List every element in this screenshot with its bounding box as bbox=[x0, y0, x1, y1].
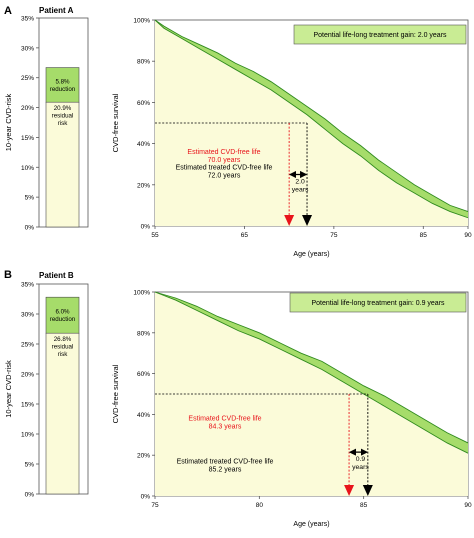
panel-letter: B bbox=[4, 269, 12, 281]
series-line-untreated bbox=[154, 19, 469, 219]
bar-y-axis-label: 10-year CVD-risk bbox=[4, 360, 13, 418]
bar-y-tick-label: 20% bbox=[21, 105, 34, 112]
series-line-treated bbox=[154, 19, 469, 213]
curve-y-tick-label: 40% bbox=[137, 141, 150, 148]
bar-segment-label: 20.9% bbox=[54, 105, 72, 112]
bar-segment-reduction bbox=[45, 67, 80, 103]
curve-y-tick-label: 40% bbox=[137, 412, 150, 419]
panel-a: A Patient A 0% 5% 10% 15% 20% 25% 30% 35% 20.9%res… bbox=[4, 5, 472, 258]
curve-y-axis-label: CVD-free survival bbox=[111, 93, 120, 152]
treated-life-label: 72.0 years bbox=[208, 172, 241, 179]
untreated-life-label: Estimated CVD-free life bbox=[188, 416, 261, 423]
bar-y-tick-label: 0% bbox=[25, 225, 35, 232]
curve-y-tick-label: 0% bbox=[141, 224, 151, 231]
bar-y-tick-label: 5% bbox=[25, 195, 35, 202]
curve-x-tick-label: 75 bbox=[151, 502, 159, 509]
gain-label: 0.9 bbox=[356, 456, 366, 463]
bar-y-tick-label: 10% bbox=[21, 432, 34, 439]
curve-x-tick-label: 90 bbox=[464, 502, 472, 509]
curve-area-untreated bbox=[155, 20, 468, 226]
bar-y-tick-label: 35% bbox=[21, 282, 34, 289]
gain-box-label: Potential life-long treatment gain: 2.0 … bbox=[313, 32, 447, 39]
curve-x-axis-label: Age (years) bbox=[293, 251, 329, 258]
gain-label: 2.0 bbox=[295, 179, 305, 186]
bar-y-tick-label: 15% bbox=[21, 135, 34, 142]
untreated-age-marker bbox=[284, 215, 295, 226]
gain-label: years bbox=[352, 464, 369, 471]
treated-age-marker bbox=[302, 215, 313, 226]
gain-box bbox=[293, 24, 467, 45]
bar-segment-label: residual bbox=[52, 344, 74, 351]
curve-y-axis-label: CVD-free survival bbox=[111, 364, 120, 423]
series-line-untreated bbox=[154, 291, 469, 454]
curve-y-tick-label: 100% bbox=[133, 290, 150, 297]
curve-y-tick-label: 60% bbox=[137, 100, 150, 107]
bar-y-tick-label: 15% bbox=[21, 402, 34, 409]
bar-segment-label: 6.0% bbox=[55, 309, 70, 316]
gain-label: years bbox=[292, 187, 309, 194]
treated-life-label: Estimated treated CVD-free life bbox=[177, 458, 274, 465]
bar-y-tick-label: 10% bbox=[21, 165, 34, 172]
treated-age-marker bbox=[362, 485, 373, 496]
curve-x-tick-label: 65 bbox=[241, 232, 249, 239]
bar-y-axis-label: 10-year CVD-risk bbox=[4, 93, 13, 151]
untreated-age-marker bbox=[344, 485, 355, 496]
bar-y-tick-label: 0% bbox=[25, 492, 35, 499]
bar-segment-label: risk bbox=[58, 120, 69, 127]
bar-segment-residual bbox=[45, 101, 80, 228]
bar-y-tick-label: 30% bbox=[21, 45, 34, 52]
curve-y-tick-label: 100% bbox=[133, 18, 150, 25]
untreated-life-label: 70.0 years bbox=[208, 157, 241, 164]
untreated-life-label: Estimated CVD-free life bbox=[187, 149, 260, 156]
bar-segment-label: 26.8% bbox=[54, 336, 72, 343]
panel-title: Patient B bbox=[39, 271, 74, 280]
panel-letter: A bbox=[4, 5, 12, 17]
curve-x-tick-label: 75 bbox=[330, 232, 338, 239]
curve-x-axis-label: Age (years) bbox=[293, 521, 329, 528]
bar-segment-label: reduction bbox=[50, 86, 76, 93]
bar-segment-label: risk bbox=[58, 351, 69, 358]
bar-segment-label: residual bbox=[52, 113, 74, 120]
curve-x-tick-label: 85 bbox=[420, 232, 428, 239]
bar-segment-residual bbox=[45, 332, 80, 495]
curve-y-tick-label: 80% bbox=[137, 330, 150, 337]
bar-y-tick-label: 25% bbox=[21, 75, 34, 82]
treated-life-label: 85.2 years bbox=[209, 466, 242, 473]
curve-y-tick-label: 0% bbox=[141, 494, 151, 501]
untreated-life-label: 84.3 years bbox=[209, 424, 242, 431]
series-line-treated bbox=[154, 291, 469, 444]
bar-y-tick-label: 20% bbox=[21, 372, 34, 379]
bar-segment-reduction bbox=[45, 296, 80, 334]
bar-y-tick-label: 35% bbox=[21, 16, 34, 23]
bar-y-tick-label: 25% bbox=[21, 342, 34, 349]
gain-box bbox=[289, 292, 467, 313]
curve-x-tick-label: 90 bbox=[464, 232, 472, 239]
panel-b: B Patient B 0% 5% 10% 15% 20% 25% 30% 35% 26.8%res… bbox=[4, 269, 472, 528]
curve-y-tick-label: 80% bbox=[137, 59, 150, 66]
treated-life-label: Estimated treated CVD-free life bbox=[176, 164, 273, 171]
bar-y-tick-label: 30% bbox=[21, 312, 34, 319]
bar-segment-label: 5.8% bbox=[55, 78, 70, 85]
bar-y-tick-label: 5% bbox=[25, 462, 35, 469]
curve-y-tick-label: 20% bbox=[137, 182, 150, 189]
gain-box-label: Potential life-long treatment gain: 0.9 … bbox=[311, 300, 445, 307]
bar-segment-label: reduction bbox=[50, 316, 76, 323]
curve-x-tick-label: 80 bbox=[256, 502, 264, 509]
curve-y-tick-label: 60% bbox=[137, 371, 150, 378]
curve-x-tick-label: 85 bbox=[360, 502, 368, 509]
panel-title: Patient A bbox=[39, 6, 74, 15]
curve-y-tick-label: 20% bbox=[137, 453, 150, 460]
curve-x-tick-label: 55 bbox=[151, 232, 159, 239]
